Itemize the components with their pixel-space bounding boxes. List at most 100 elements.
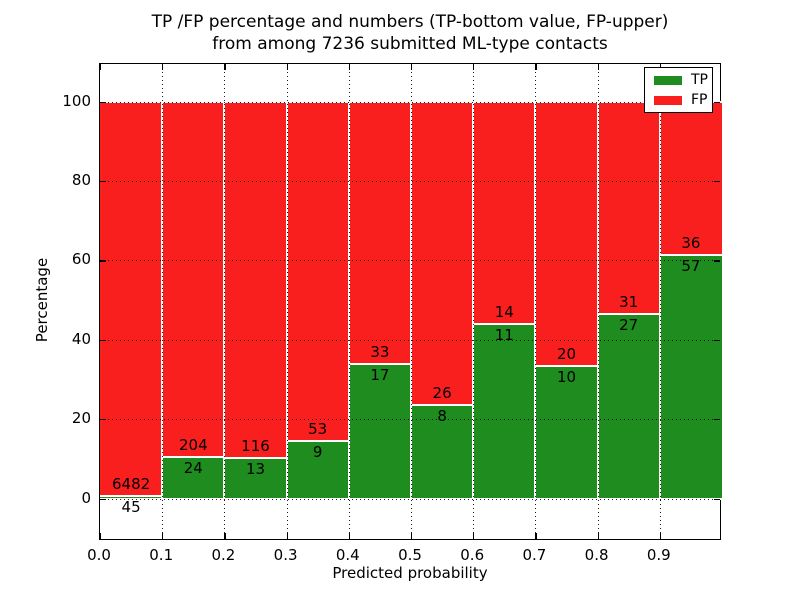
x-tick-label: 0.0 <box>87 546 111 564</box>
gridline-horizontal <box>100 260 720 262</box>
x-tick-mark <box>411 64 413 70</box>
gridline-horizontal <box>100 101 720 103</box>
legend-item-tp: TP <box>654 71 712 88</box>
bar-edge-seam <box>224 457 287 460</box>
x-tick-mark <box>535 533 537 539</box>
bar-label-fp: 6482 <box>112 474 151 493</box>
x-tick-mark <box>411 533 413 539</box>
bar-label-fp: 36 <box>681 234 701 253</box>
x-tick-mark <box>100 64 102 70</box>
bar-segment-fp <box>597 101 660 314</box>
gridline-vertical <box>473 64 475 539</box>
bar-label-fp: 26 <box>432 384 452 403</box>
y-tick-label: 60 <box>71 250 91 269</box>
y-tick-mark <box>714 498 720 500</box>
x-tick-label: 0.9 <box>646 546 671 564</box>
bar-segment-fp <box>411 101 474 406</box>
x-tick-mark <box>286 533 288 539</box>
y-tick-label: 0 <box>81 488 91 507</box>
bar-segment-tp <box>411 405 474 499</box>
bar-label-fp: 33 <box>370 342 390 361</box>
bar-label-fp: 204 <box>178 435 208 454</box>
bar-label-tp: 27 <box>619 315 639 334</box>
bar-segment-tp <box>286 440 349 499</box>
y-tick-mark <box>714 339 720 341</box>
bar-segment-fp <box>348 101 411 364</box>
bar-label-tp: 13 <box>245 460 266 479</box>
bar-segment-tp <box>473 323 536 499</box>
bar-edge-seam <box>597 312 660 315</box>
y-tick-mark <box>100 180 106 183</box>
legend-label-tp: TP <box>691 71 708 88</box>
y-tick-label: 80 <box>71 170 91 189</box>
bar-segment-tp <box>224 458 287 499</box>
x-tick-mark <box>348 533 351 539</box>
y-tick-mark <box>100 339 106 341</box>
y-tick-mark <box>714 260 720 262</box>
gridline-horizontal <box>100 498 720 500</box>
x-tick-mark <box>286 64 288 70</box>
legend: TP FP <box>644 67 713 113</box>
y-tick-mark <box>100 260 106 262</box>
gridline-vertical <box>286 64 288 539</box>
bar-label-tp: 10 <box>556 368 577 387</box>
bar-label-fp: 53 <box>308 419 328 438</box>
bar-segment-tp <box>659 255 722 499</box>
gridline-vertical <box>162 64 164 539</box>
bar-edge-seam <box>286 439 349 442</box>
bar-label-tp: 11 <box>494 325 514 344</box>
gridline-vertical <box>597 64 599 539</box>
y-tick-label: 40 <box>71 329 91 348</box>
gridline-horizontal <box>100 419 720 421</box>
y-tick-mark <box>100 498 106 500</box>
x-tick-mark <box>597 533 599 539</box>
x-tick-label: 0.3 <box>273 546 298 564</box>
legend-swatch-fp <box>654 95 682 105</box>
gridline-vertical <box>348 64 350 539</box>
y-tick-label: 100 <box>62 91 91 110</box>
y-tick-mark <box>100 419 106 421</box>
chart-title-line1: TP /FP percentage and numbers (TP-bottom… <box>151 12 669 32</box>
x-axis-label: Predicted probability <box>332 564 488 582</box>
x-tick-mark <box>224 64 226 70</box>
bar-segment-tp <box>597 313 660 499</box>
bar-edge-seam <box>659 254 722 257</box>
gridline-horizontal <box>100 180 720 182</box>
x-tick-mark <box>100 533 102 539</box>
gridline-vertical <box>411 64 412 539</box>
legend-item-fp: FP <box>654 92 712 108</box>
bar-edge-seam <box>348 362 411 365</box>
y-tick-mark <box>714 419 720 421</box>
bar-edge-seam <box>100 494 163 497</box>
x-tick-label: 0.2 <box>211 546 236 564</box>
legend-swatch-tp <box>654 75 682 85</box>
bar-segment-fp <box>535 101 598 367</box>
bar-segment-fp <box>224 101 287 459</box>
x-tick-mark <box>162 64 164 70</box>
bar-segment-fp <box>659 101 722 256</box>
x-tick-mark <box>597 64 599 70</box>
chart-title-line2: from among 7236 submitted ML-type contac… <box>212 34 608 54</box>
bar-segment-tp <box>535 366 598 499</box>
bar-label-fp: 31 <box>619 292 639 311</box>
x-tick-mark <box>162 533 164 539</box>
x-tick-label: 0.7 <box>522 546 547 564</box>
bar-label-fp: 20 <box>556 345 577 364</box>
gridline-vertical <box>224 64 226 539</box>
bar-label-tp: 24 <box>183 458 203 477</box>
bar-label-tp: 17 <box>370 365 390 384</box>
bar-label-fp: 116 <box>241 437 270 456</box>
bar-edge-seam <box>162 455 225 458</box>
x-tick-mark <box>473 533 475 539</box>
bar-segment-fp <box>286 101 349 441</box>
x-tick-label: 0.6 <box>460 546 485 564</box>
bar-edge-seam <box>473 322 536 325</box>
bar-segment-fp <box>100 101 163 496</box>
bar-label-tp: 45 <box>121 497 141 516</box>
bar-segment-tp <box>348 363 411 499</box>
x-tick-mark <box>659 533 662 539</box>
gridline-vertical <box>659 64 661 539</box>
y-tick-mark <box>100 101 106 103</box>
gridline-horizontal <box>100 339 720 341</box>
